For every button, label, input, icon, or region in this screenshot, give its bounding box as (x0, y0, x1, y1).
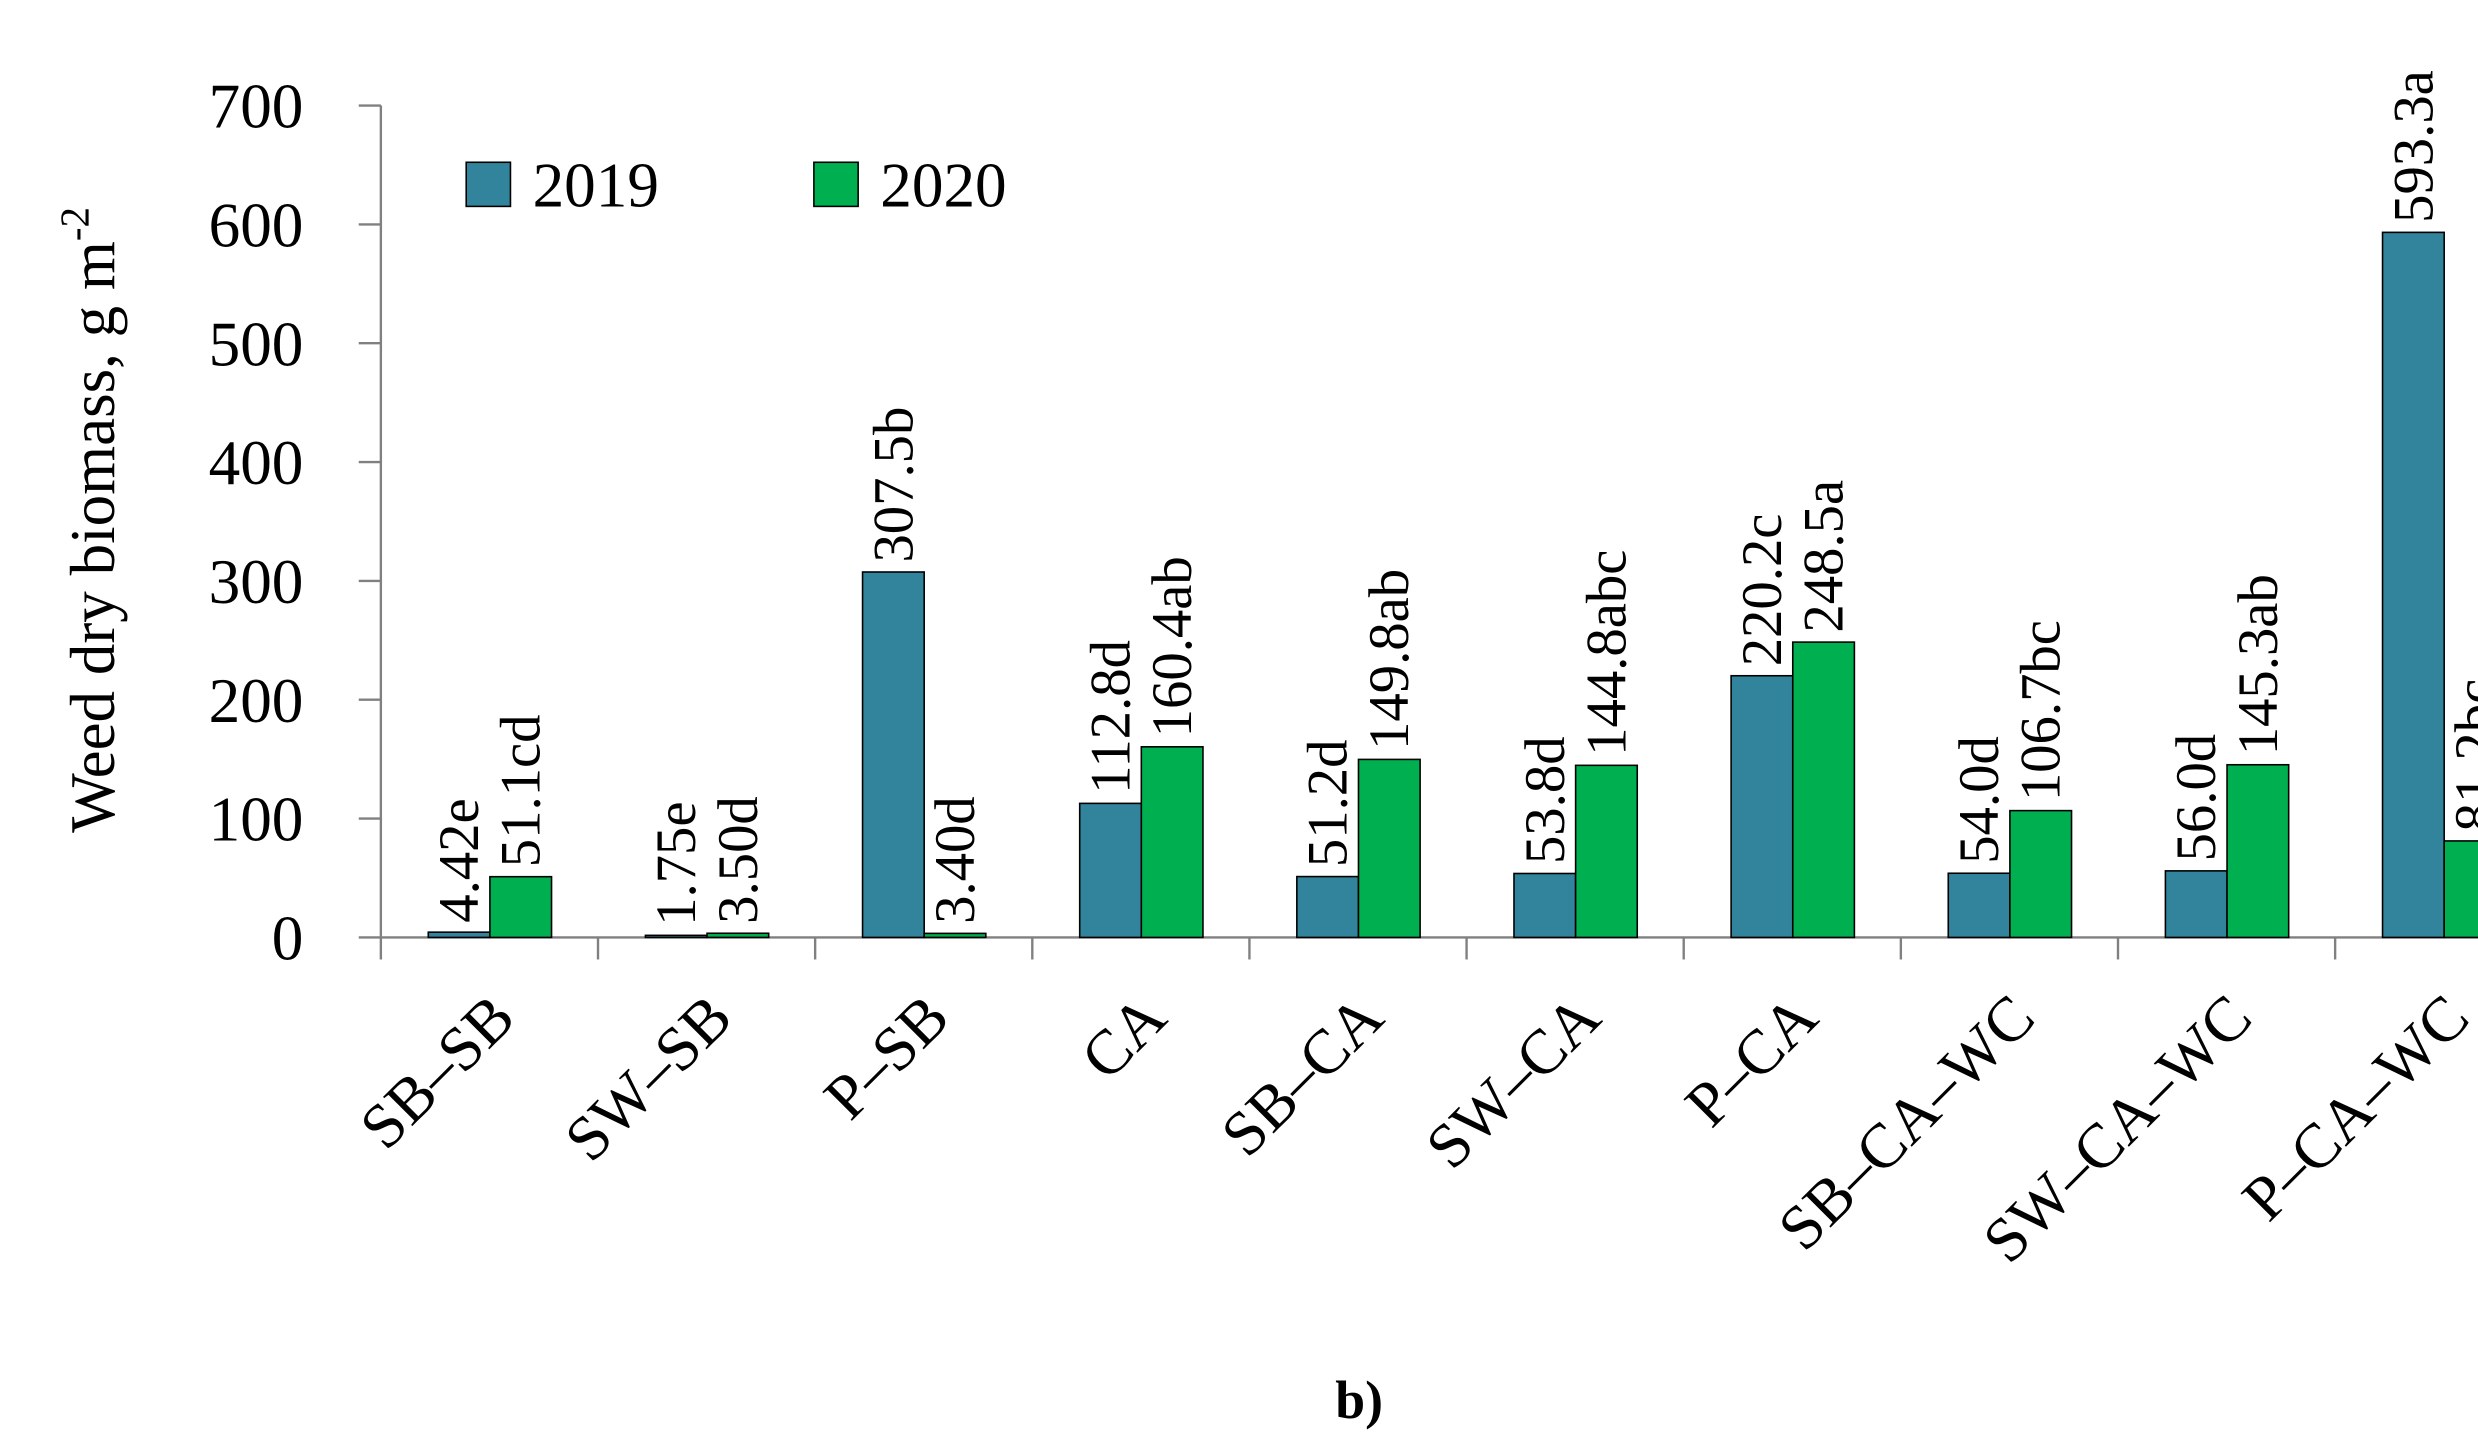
data-label: 160.4ab (1141, 556, 1204, 737)
data-label: 54.0d (1948, 736, 2011, 864)
data-label: 53.8d (1514, 736, 1577, 864)
legend-label: 2020 (880, 150, 1006, 220)
bar (2226, 763, 2290, 939)
x-tick-label: CA (1068, 981, 1180, 1093)
x-tick-label: SW–SB (551, 981, 745, 1174)
bar (706, 932, 770, 939)
data-label: 81.2bc (2444, 679, 2478, 832)
data-label: 1.75e (645, 801, 708, 925)
legend-swatch (813, 161, 859, 208)
bar (1730, 674, 1794, 939)
data-label: 56.0d (2165, 734, 2228, 862)
x-tick-label: SB–SB (347, 981, 528, 1162)
bar (2443, 840, 2478, 939)
bar (2381, 231, 2445, 939)
data-label: 3.40d (924, 796, 987, 924)
data-label: 144.8abc (1575, 550, 1638, 756)
data-label: 307.5b (862, 407, 925, 563)
bar (1357, 758, 1421, 939)
data-label: 145.3ab (2227, 574, 2290, 755)
data-label: 149.8ab (1358, 569, 1421, 750)
y-tick-label: 700 (209, 72, 304, 142)
y-axis-title-text: Weed dry biomass, g m (58, 241, 128, 833)
y-axis-title: Weed dry biomass, g m-2 (51, 207, 127, 833)
bar (2009, 809, 2073, 939)
legend-label: 2019 (533, 150, 659, 220)
y-tick-label: 0 (272, 904, 304, 974)
data-label: 593.3a (2382, 70, 2445, 223)
bar (489, 875, 553, 939)
bar (923, 932, 987, 939)
legend-swatch (465, 161, 512, 208)
y-axis-title-superscript: -2 (51, 207, 97, 241)
bar (1296, 875, 1360, 939)
y-tick-label: 600 (209, 191, 304, 261)
y-tick-label: 100 (209, 785, 304, 855)
x-tick-label: P–SB (811, 981, 962, 1132)
bar (644, 934, 708, 939)
x-tick-label: SB–CA (1208, 981, 1397, 1169)
y-tick-label: 500 (209, 309, 304, 379)
y-tick-label: 300 (209, 547, 304, 617)
data-label: 112.8d (1079, 640, 1142, 794)
bar (1574, 764, 1639, 939)
data-label: 106.7bc (2010, 620, 2073, 801)
bar (1791, 641, 1856, 939)
x-tick-label: P–CA (1672, 981, 1831, 1140)
caption: b) (1335, 1370, 1383, 1430)
bar (861, 571, 925, 939)
data-label: 248.5a (1792, 480, 1855, 633)
y-tick-label: 400 (209, 428, 304, 498)
y-tick-label: 200 (209, 666, 304, 736)
bar (2164, 870, 2228, 939)
bar (1078, 802, 1143, 939)
bar (1140, 746, 1204, 939)
bar (1513, 872, 1577, 939)
x-tick-label: SW–CA (1412, 981, 1613, 1182)
data-label: 51.2d (1297, 740, 1360, 868)
data-label: 3.50d (707, 796, 770, 924)
x-tick-label: P–CA–WC (2229, 981, 2478, 1233)
bar (1947, 872, 2011, 939)
data-label: 51.1cd (490, 714, 553, 867)
data-label: 220.2c (1731, 514, 1794, 667)
data-label: 4.42e (428, 798, 491, 922)
bar (427, 931, 491, 939)
